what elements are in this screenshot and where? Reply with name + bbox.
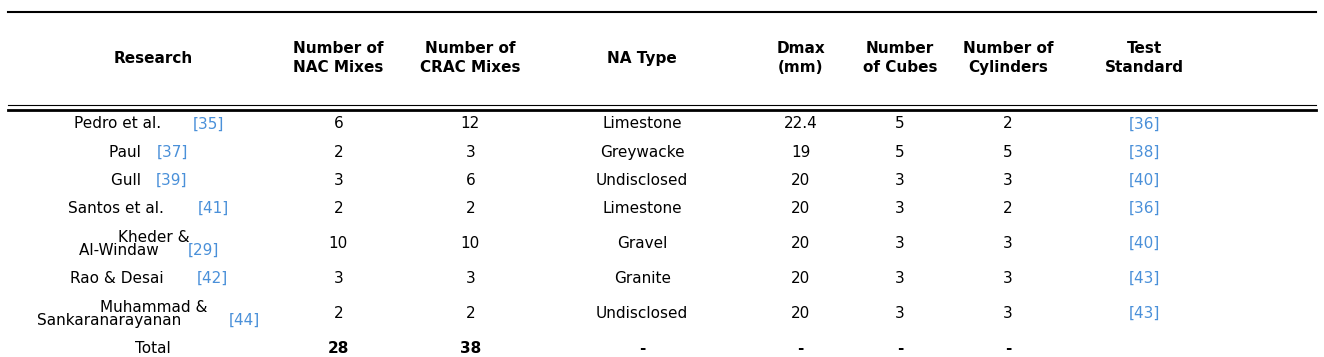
Text: 20: 20 [792, 173, 810, 188]
Text: Number of
CRAC Mixes: Number of CRAC Mixes [420, 41, 520, 75]
Text: 20: 20 [792, 201, 810, 216]
Text: -: - [797, 341, 804, 356]
Text: 3: 3 [466, 271, 475, 286]
Text: Undisclosed: Undisclosed [596, 306, 688, 321]
Text: 3: 3 [1004, 306, 1013, 321]
Text: 20: 20 [792, 271, 810, 286]
Text: 6: 6 [334, 116, 343, 131]
Text: [41]: [41] [199, 201, 229, 216]
Text: 22.4: 22.4 [784, 116, 818, 131]
Text: 10: 10 [461, 236, 481, 251]
Text: 3: 3 [334, 173, 343, 188]
Text: NA Type: NA Type [608, 51, 677, 66]
Text: Number of
Cylinders: Number of Cylinders [963, 41, 1054, 75]
Text: -: - [896, 341, 903, 356]
Text: 5: 5 [895, 145, 904, 160]
Text: 20: 20 [792, 236, 810, 251]
Text: -: - [639, 341, 645, 356]
Text: Paul: Paul [110, 145, 146, 160]
Text: 3: 3 [1004, 271, 1013, 286]
Text: Muhammad &: Muhammad & [99, 300, 207, 315]
Text: Sankaranarayanan: Sankaranarayanan [37, 313, 187, 328]
Text: Limestone: Limestone [602, 201, 682, 216]
Text: 5: 5 [1004, 145, 1013, 160]
Text: [36]: [36] [1128, 201, 1160, 216]
Text: Rao & Desai: Rao & Desai [70, 271, 168, 286]
Text: 3: 3 [895, 236, 904, 251]
Text: 3: 3 [895, 271, 904, 286]
Text: 2: 2 [334, 201, 343, 216]
Text: -: - [1005, 341, 1012, 356]
Text: [36]: [36] [1128, 116, 1160, 131]
Text: Kheder &: Kheder & [118, 230, 189, 245]
Text: [37]: [37] [156, 145, 188, 160]
Text: Total: Total [135, 341, 171, 356]
Text: 3: 3 [895, 173, 904, 188]
Text: 3: 3 [895, 201, 904, 216]
Text: Limestone: Limestone [602, 116, 682, 131]
Text: Gull: Gull [111, 173, 146, 188]
Text: Greywacke: Greywacke [600, 145, 685, 160]
Text: [42]: [42] [197, 271, 228, 286]
Text: Undisclosed: Undisclosed [596, 173, 688, 188]
Text: 3: 3 [334, 271, 343, 286]
Text: Al-Windaw: Al-Windaw [78, 243, 163, 258]
Text: [40]: [40] [1128, 173, 1160, 188]
Text: 19: 19 [790, 145, 810, 160]
Text: Gravel: Gravel [617, 236, 667, 251]
Text: Number of
NAC Mixes: Number of NAC Mixes [293, 41, 384, 75]
Text: [29]: [29] [188, 243, 218, 258]
Text: 38: 38 [459, 341, 481, 356]
Text: Research: Research [114, 51, 193, 66]
Text: 28: 28 [327, 341, 350, 356]
Text: [40]: [40] [1128, 236, 1160, 251]
Text: 6: 6 [466, 173, 475, 188]
Text: 12: 12 [461, 116, 481, 131]
Text: Granite: Granite [614, 271, 671, 286]
Text: 10: 10 [328, 236, 348, 251]
Text: [43]: [43] [1128, 271, 1160, 286]
Text: Number
of Cubes: Number of Cubes [862, 41, 937, 75]
Text: Pedro et al.: Pedro et al. [74, 116, 166, 131]
Text: Test
Standard: Test Standard [1104, 41, 1184, 75]
Text: [44]: [44] [229, 313, 261, 328]
Text: 20: 20 [792, 306, 810, 321]
Text: Santos et al.: Santos et al. [69, 201, 169, 216]
Text: 3: 3 [466, 145, 475, 160]
Text: [43]: [43] [1128, 306, 1160, 321]
Text: [38]: [38] [1128, 145, 1160, 160]
Text: 3: 3 [1004, 173, 1013, 188]
Text: 2: 2 [1004, 201, 1013, 216]
Text: 2: 2 [466, 201, 475, 216]
Text: 5: 5 [895, 116, 904, 131]
Text: 3: 3 [1004, 236, 1013, 251]
Text: 2: 2 [466, 306, 475, 321]
Text: [39]: [39] [155, 173, 187, 188]
Text: [35]: [35] [192, 116, 224, 131]
Text: 2: 2 [1004, 116, 1013, 131]
Text: 2: 2 [334, 306, 343, 321]
Text: 3: 3 [895, 306, 904, 321]
Text: 2: 2 [334, 145, 343, 160]
Text: Dmax
(mm): Dmax (mm) [776, 41, 825, 75]
